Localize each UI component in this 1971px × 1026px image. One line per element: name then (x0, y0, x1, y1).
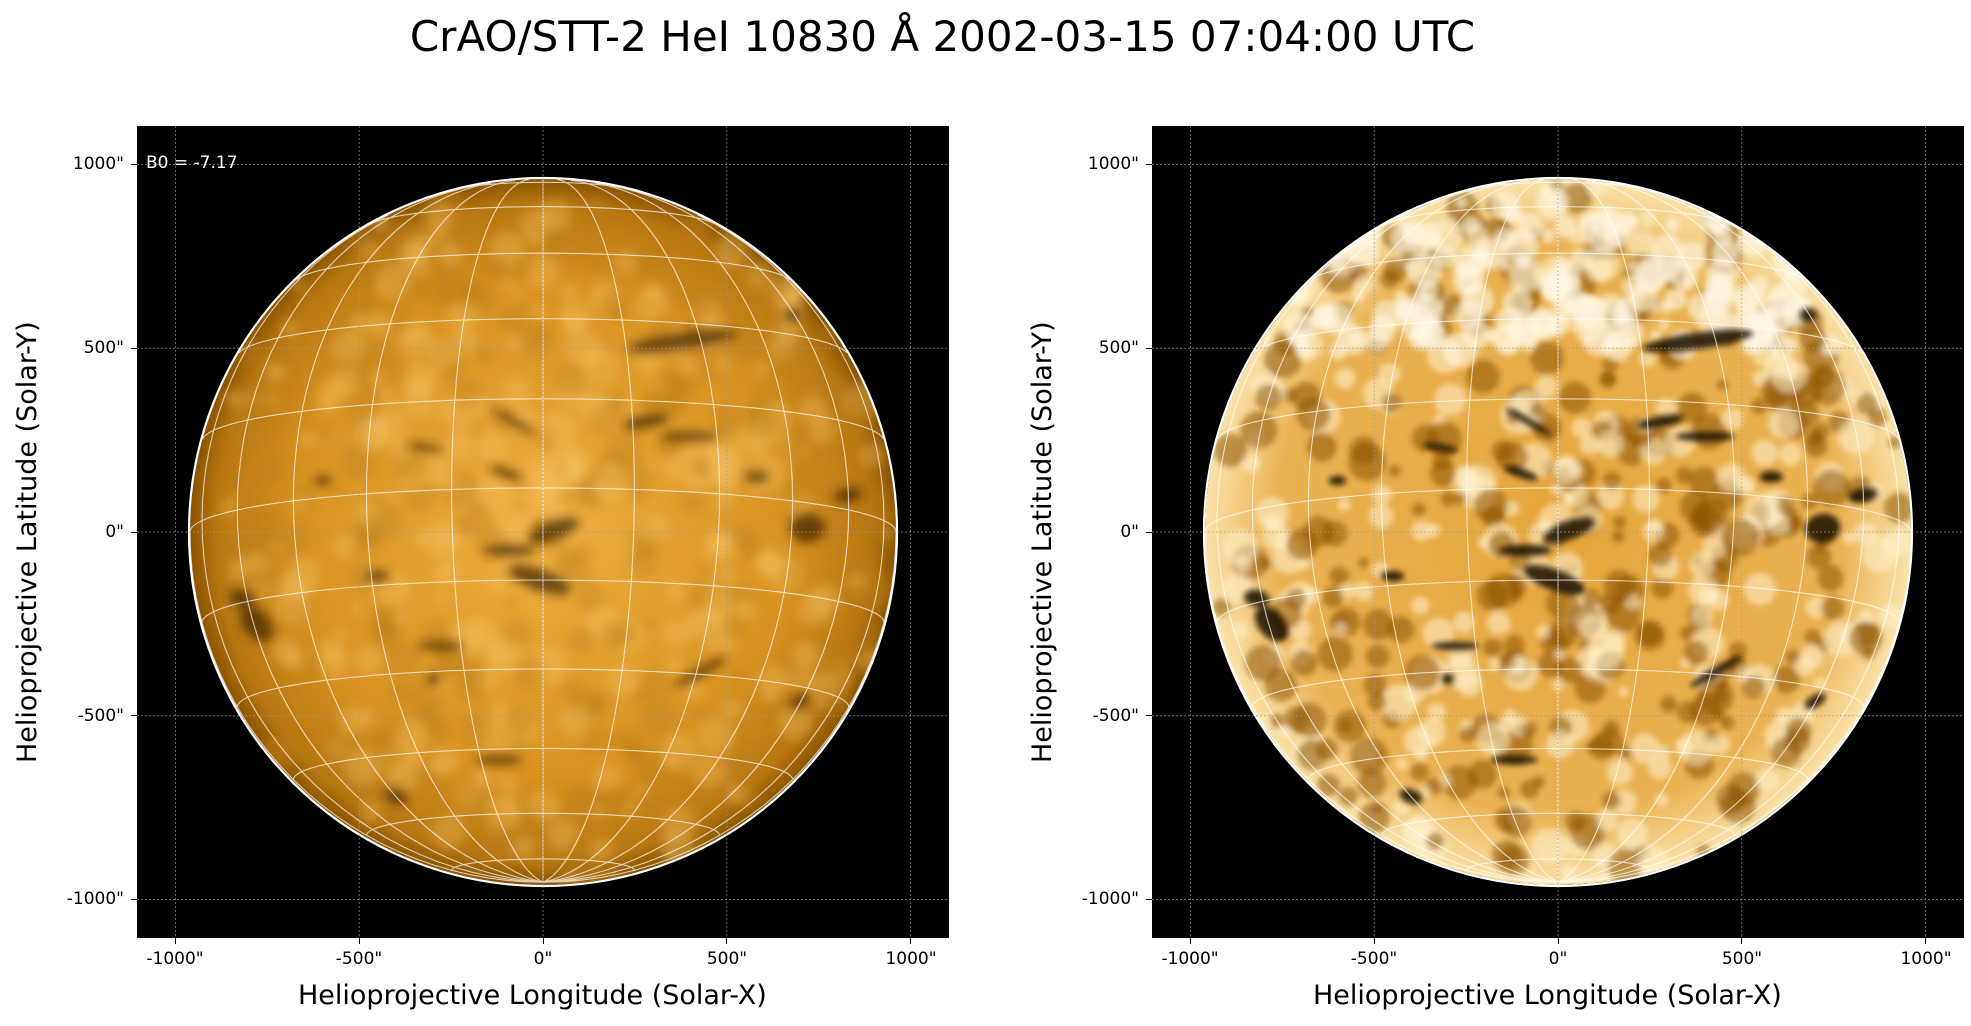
y-tick-mark (1146, 899, 1152, 900)
heliographic-grid (189, 178, 897, 883)
left-xtick-neg500: -500" (335, 949, 383, 969)
left-xtick-neg1000: -1000" (146, 949, 204, 969)
left-xtick-500: 500" (706, 949, 748, 969)
y-tick-mark (131, 715, 137, 717)
y-tick-mark (131, 899, 137, 900)
x-tick-mark (726, 938, 728, 944)
left-ytick-0: 0" (105, 522, 124, 542)
x-tick-mark (542, 938, 544, 944)
y-tick-mark (1146, 164, 1152, 165)
figure-title: CrAO/STT-2 HeI 10830 Å 2002-03-15 07:04:… (409, 12, 1476, 61)
right-xtick-neg500: -500" (1350, 949, 1398, 969)
x-tick-mark (1373, 938, 1375, 944)
right-xtick-0: 0" (1548, 949, 1568, 969)
right-ytick-500: 500" (1098, 338, 1139, 358)
x-tick-mark (1557, 938, 1559, 944)
x-tick-mark (175, 938, 176, 944)
right-ytick-neg500: -500" (1092, 706, 1139, 726)
left-ytick-500: 500" (83, 338, 124, 358)
helioprojective-gridlines (1152, 126, 1964, 938)
x-tick-mark (910, 938, 911, 944)
left-ytick-neg1000: -1000" (66, 889, 124, 909)
left-ytick-1000: 1000" (72, 154, 124, 174)
right-sun-disk-image-enhanced (1152, 126, 1964, 938)
right-ytick-neg1000: -1000" (1081, 889, 1139, 909)
left-sun-image-panel: B0 = -7.17 (137, 126, 949, 938)
y-tick-mark (131, 164, 137, 165)
left-x-axis-label: Helioprojective Longitude (Solar-X) (298, 980, 767, 1011)
x-tick-mark (1741, 938, 1743, 944)
y-tick-mark (1146, 347, 1152, 349)
right-x-axis-label: Helioprojective Longitude (Solar-X) (1313, 980, 1782, 1011)
right-ytick-1000: 1000" (1087, 154, 1139, 174)
y-tick-mark (1146, 715, 1152, 717)
left-sun-disk-image (137, 126, 949, 938)
left-xtick-0: 0" (533, 949, 553, 969)
y-tick-mark (131, 531, 137, 533)
right-ytick-0: 0" (1120, 522, 1139, 542)
right-sun-image-panel (1152, 126, 1964, 938)
left-y-axis-label: Helioprojective Latitude (Solar-Y) (12, 321, 43, 763)
b0-annotation: B0 = -7.17 (146, 153, 238, 173)
helioprojective-gridlines (137, 126, 949, 938)
left-ytick-neg500: -500" (77, 706, 124, 726)
x-tick-mark (1190, 938, 1191, 944)
y-tick-mark (1146, 531, 1152, 533)
right-y-axis-label: Helioprojective Latitude (Solar-Y) (1027, 321, 1058, 763)
right-xtick-500: 500" (1721, 949, 1763, 969)
y-tick-mark (131, 347, 137, 349)
x-tick-mark (1925, 938, 1926, 944)
right-xtick-1000: 1000" (1900, 949, 1952, 969)
x-tick-mark (358, 938, 360, 944)
right-xtick-neg1000: -1000" (1161, 949, 1219, 969)
left-xtick-1000: 1000" (885, 949, 937, 969)
